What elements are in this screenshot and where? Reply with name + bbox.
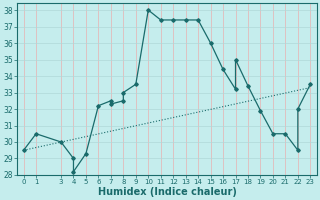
X-axis label: Humidex (Indice chaleur): Humidex (Indice chaleur) bbox=[98, 187, 236, 197]
